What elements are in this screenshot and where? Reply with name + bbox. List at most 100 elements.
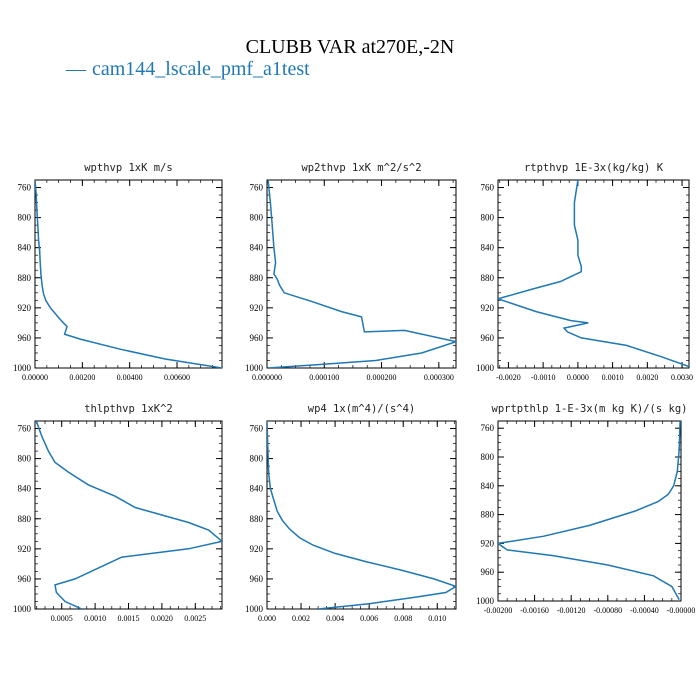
y-tick-label: 1000 xyxy=(13,604,32,614)
series-line xyxy=(267,421,456,609)
subplot-title: wp4 1x(m^4)/(s^4) xyxy=(308,403,415,415)
y-tick-label: 840 xyxy=(481,481,495,491)
y-tick-label: 800 xyxy=(18,454,32,464)
x-tick-label: 0.002 xyxy=(292,614,310,623)
x-tick-label: 0.000100 xyxy=(309,373,339,382)
plot-frame xyxy=(34,179,223,369)
y-tick-label: 880 xyxy=(250,514,264,524)
y-tick-label: 840 xyxy=(481,243,495,253)
y-tick-label: 1000 xyxy=(13,363,32,373)
series-line xyxy=(498,421,681,600)
legend: — cam144_lscale_pmf_a1test xyxy=(66,58,310,81)
x-tick-label: 0.00200 xyxy=(69,373,95,382)
y-tick-label: 840 xyxy=(250,484,264,494)
y-tick-label: 960 xyxy=(250,574,264,584)
y-tick-label: 920 xyxy=(250,544,264,554)
y-tick-label: 960 xyxy=(481,567,495,577)
subplot-3: rtpthvp 1E-3x(kg/kg) K 760 800 840 880 920 960… xyxy=(476,162,693,382)
subplot-6: wprtpthlp 1-E-3x(m kg K)/(s kg) 760 800 840… xyxy=(476,403,695,615)
y-tick-label: 840 xyxy=(18,484,32,494)
legend-line-symbol: — xyxy=(66,58,86,80)
plot-frame xyxy=(497,179,690,369)
y-tick-label: 960 xyxy=(18,574,32,584)
x-tick-label: 0.0020 xyxy=(151,614,173,623)
x-tick-label: -0.00160 xyxy=(520,606,549,615)
x-tick-label: 0.0015 xyxy=(118,614,140,623)
y-tick-label: 960 xyxy=(481,333,495,343)
series-line xyxy=(35,180,222,368)
x-tick-label: 0.0020 xyxy=(636,373,658,382)
x-tick-label: 0.010 xyxy=(428,614,446,623)
series-line xyxy=(267,180,456,368)
x-tick-label: 0.004 xyxy=(326,614,344,623)
y-tick-label: 880 xyxy=(18,514,32,524)
x-tick-label: -0.00040 xyxy=(630,606,659,615)
y-tick-label: 840 xyxy=(250,243,264,253)
y-tick-label: 800 xyxy=(481,213,495,223)
x-tick-label: 0.000200 xyxy=(367,373,397,382)
legend-label: cam144_lscale_pmf_a1test xyxy=(92,58,310,80)
x-tick-label: 0.000000 xyxy=(252,373,282,382)
y-tick-label: 760 xyxy=(481,183,495,193)
x-tick-label: 0.00400 xyxy=(117,373,143,382)
x-tick-label: -0.00080 xyxy=(593,606,622,615)
y-tick-label: 880 xyxy=(18,273,32,283)
subplot-title: wpthvp 1xK m/s xyxy=(84,162,173,174)
y-tick-label: 920 xyxy=(481,538,495,548)
plot-frame xyxy=(266,179,457,369)
y-tick-label: 960 xyxy=(18,333,32,343)
x-tick-label: 0.0025 xyxy=(184,614,206,623)
x-tick-label: -0.0010 xyxy=(531,373,556,382)
y-tick-label: 1000 xyxy=(245,363,264,373)
y-tick-label: 920 xyxy=(250,303,264,313)
x-tick-label: 0.0010 xyxy=(84,614,106,623)
y-tick-label: 760 xyxy=(481,423,495,433)
x-tick-label: 0.0030 xyxy=(671,373,693,382)
subplot-title: thlpthvp 1xK^2 xyxy=(84,403,173,415)
subplot-title: wp2thvp 1xK m^2/s^2 xyxy=(301,162,421,174)
x-tick-label: 0.00600 xyxy=(164,373,190,382)
x-tick-label: 0.0005 xyxy=(51,614,73,623)
subplot-title: wprtpthlp 1-E-3x(m kg K)/(s kg) xyxy=(492,403,688,415)
y-tick-label: 1000 xyxy=(245,604,264,614)
x-tick-label: -0.00120 xyxy=(557,606,586,615)
y-tick-label: 1000 xyxy=(476,596,495,606)
y-tick-label: 880 xyxy=(481,273,495,283)
x-tick-label: -0.00000 xyxy=(667,606,696,615)
y-tick-label: 800 xyxy=(481,452,495,462)
y-tick-label: 760 xyxy=(18,183,32,193)
series-line xyxy=(498,180,689,368)
y-tick-label: 760 xyxy=(18,424,32,434)
x-tick-label: 0.006 xyxy=(360,614,378,623)
y-tick-label: 1000 xyxy=(476,363,495,373)
y-tick-label: 800 xyxy=(250,454,264,464)
y-tick-label: 840 xyxy=(18,243,32,253)
plot-frame xyxy=(34,420,223,610)
y-tick-label: 800 xyxy=(18,213,32,223)
y-tick-label: 800 xyxy=(250,213,264,223)
x-tick-label: -0.00200 xyxy=(484,606,513,615)
x-tick-label: 0.0000 xyxy=(567,373,589,382)
y-tick-label: 920 xyxy=(18,544,32,554)
y-tick-label: 880 xyxy=(481,510,495,520)
x-tick-label: -0.0020 xyxy=(496,373,521,382)
plot-frame xyxy=(266,420,457,610)
x-tick-label: 0.008 xyxy=(394,614,412,623)
plot-frame xyxy=(497,420,682,602)
y-tick-label: 760 xyxy=(250,183,264,193)
x-tick-label: 0.00000 xyxy=(22,373,48,382)
y-tick-label: 760 xyxy=(250,424,264,434)
y-tick-label: 920 xyxy=(481,303,495,313)
subplot-title: rtpthvp 1E-3x(kg/kg) K xyxy=(524,162,664,174)
y-tick-label: 880 xyxy=(250,273,264,283)
subplot-4: thlpthvp 1xK^2 760 800 840 880 920 960 1000 0.00… xyxy=(13,403,223,623)
y-tick-label: 920 xyxy=(18,303,32,313)
x-tick-label: 0.000300 xyxy=(424,373,454,382)
x-tick-label: 0.000 xyxy=(258,614,276,623)
subplot-5: wp4 1x(m^4)/(s^4)76080084088092096010000… xyxy=(245,403,457,623)
figure-title: CLUBB VAR at270E,-2N xyxy=(245,36,455,58)
series-line xyxy=(35,421,222,609)
y-tick-label: 960 xyxy=(250,333,264,343)
x-tick-label: 0.0010 xyxy=(602,373,624,382)
